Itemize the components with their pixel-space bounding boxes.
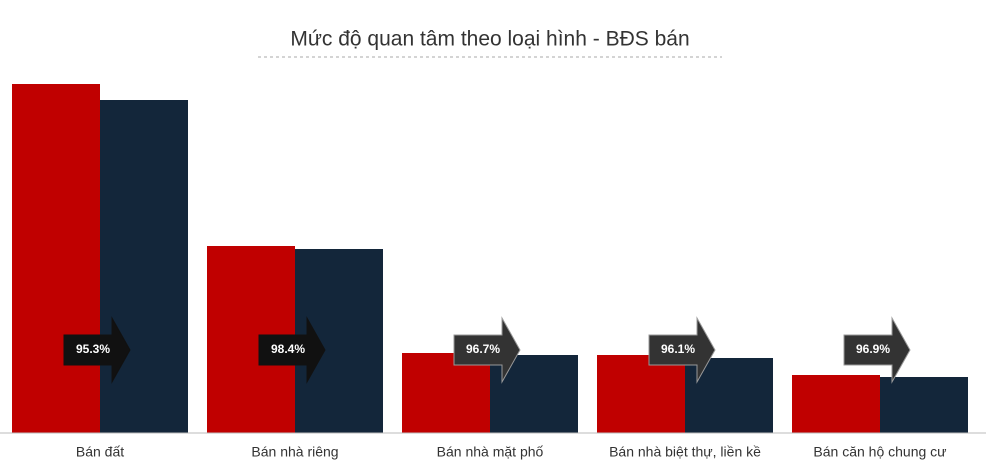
bar: [792, 375, 880, 433]
annotation-label: 98.4%: [271, 342, 305, 356]
bar: [597, 355, 685, 433]
arrow-badge: [648, 316, 716, 384]
bar: [880, 377, 968, 433]
arrow-badge: [843, 316, 911, 384]
annotation-label: 96.7%: [466, 342, 500, 356]
arrow-badge: [63, 316, 131, 384]
annotation-label: 95.3%: [76, 342, 110, 356]
x-tick-label: Bán nhà biệt thự, liền kề: [609, 444, 761, 460]
bar: [100, 100, 188, 433]
arrow-badge: [453, 316, 521, 384]
x-tick-label: Bán đất: [76, 444, 124, 460]
annotation-label: 96.1%: [661, 342, 695, 356]
bar: [402, 353, 490, 433]
arrow-badge: [258, 316, 326, 384]
x-tick-label: Bán nhà riêng: [251, 444, 338, 460]
annotation-label: 96.9%: [856, 342, 890, 356]
x-tick-label: Bán căn hộ chung cư: [813, 444, 946, 460]
x-tick-label: Bán nhà mặt phố: [437, 444, 544, 460]
bar: [12, 84, 100, 433]
chart-title: Mức độ quan tâm theo loại hình - BĐS bán: [290, 28, 689, 51]
